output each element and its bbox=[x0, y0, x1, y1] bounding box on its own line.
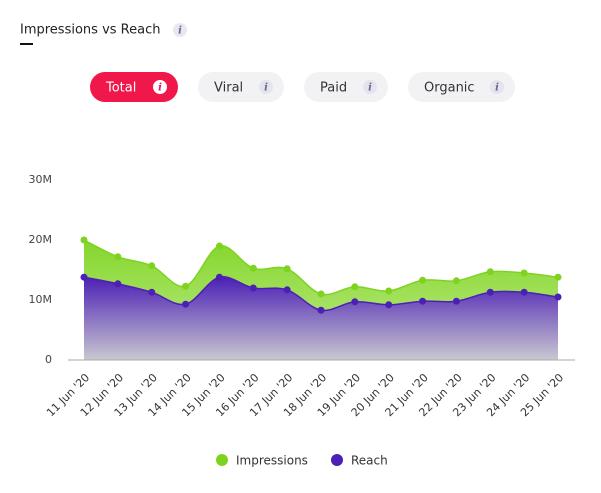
y-tick-label: 10M bbox=[29, 293, 53, 306]
info-icon[interactable]: i bbox=[173, 23, 187, 37]
legend-item[interactable]: Reach bbox=[331, 454, 388, 468]
point bbox=[486, 268, 494, 276]
point bbox=[317, 290, 325, 298]
point bbox=[80, 273, 88, 281]
legend-label: Impressions bbox=[236, 454, 308, 468]
point bbox=[452, 277, 460, 285]
tab[interactable]: Paid i bbox=[304, 72, 388, 102]
point bbox=[283, 286, 291, 294]
tab-pill bbox=[198, 72, 284, 102]
info-letter: i bbox=[178, 26, 182, 37]
point bbox=[114, 280, 122, 288]
tab[interactable]: Total i bbox=[90, 72, 178, 102]
legend-item[interactable]: Impressions bbox=[216, 454, 308, 468]
point bbox=[385, 301, 393, 309]
point bbox=[351, 298, 359, 306]
title: Impressions vs Reach bbox=[20, 23, 160, 38]
point bbox=[114, 253, 122, 261]
point bbox=[249, 284, 257, 292]
tab-label: Paid bbox=[320, 81, 347, 96]
point bbox=[385, 287, 393, 295]
legend-label: Reach bbox=[351, 454, 388, 468]
legend-marker bbox=[331, 454, 343, 466]
y-tick-label: 20M bbox=[29, 233, 53, 246]
tab[interactable]: Viral i bbox=[198, 72, 284, 102]
info-circle bbox=[173, 23, 187, 37]
tab-pill bbox=[304, 72, 388, 102]
info-letter: i bbox=[158, 83, 162, 94]
point bbox=[520, 288, 528, 296]
point bbox=[554, 293, 562, 301]
point bbox=[249, 264, 257, 272]
info-circle bbox=[490, 80, 504, 94]
point bbox=[182, 300, 190, 308]
info-circle bbox=[259, 80, 273, 94]
tab-label: Viral bbox=[214, 81, 243, 96]
legend-marker bbox=[216, 454, 228, 466]
point bbox=[419, 276, 427, 284]
y-tick-label: 0 bbox=[45, 353, 52, 366]
point bbox=[148, 262, 156, 270]
area bbox=[84, 276, 558, 360]
tab-label: Total bbox=[105, 81, 136, 96]
point bbox=[148, 288, 156, 296]
tab-label: Organic bbox=[424, 81, 475, 96]
info-circle bbox=[153, 80, 167, 94]
point bbox=[215, 242, 223, 250]
point bbox=[80, 236, 88, 244]
point bbox=[317, 306, 325, 314]
tab[interactable]: Organic i bbox=[408, 72, 515, 102]
point bbox=[283, 265, 291, 273]
point bbox=[215, 273, 223, 281]
point bbox=[554, 273, 562, 281]
tab-pill bbox=[90, 72, 178, 102]
point bbox=[452, 297, 460, 305]
info-letter: i bbox=[495, 83, 499, 94]
tab-pill bbox=[408, 72, 515, 102]
point bbox=[520, 269, 528, 277]
tabs: Total i Viral i Paid i Organic i bbox=[90, 72, 515, 102]
point bbox=[182, 282, 190, 290]
info-circle bbox=[363, 80, 377, 94]
y-tick-label: 30M bbox=[29, 173, 53, 186]
info-letter: i bbox=[368, 83, 372, 94]
point bbox=[486, 288, 494, 296]
point bbox=[351, 283, 359, 291]
info-letter: i bbox=[264, 83, 268, 94]
point bbox=[419, 297, 427, 305]
